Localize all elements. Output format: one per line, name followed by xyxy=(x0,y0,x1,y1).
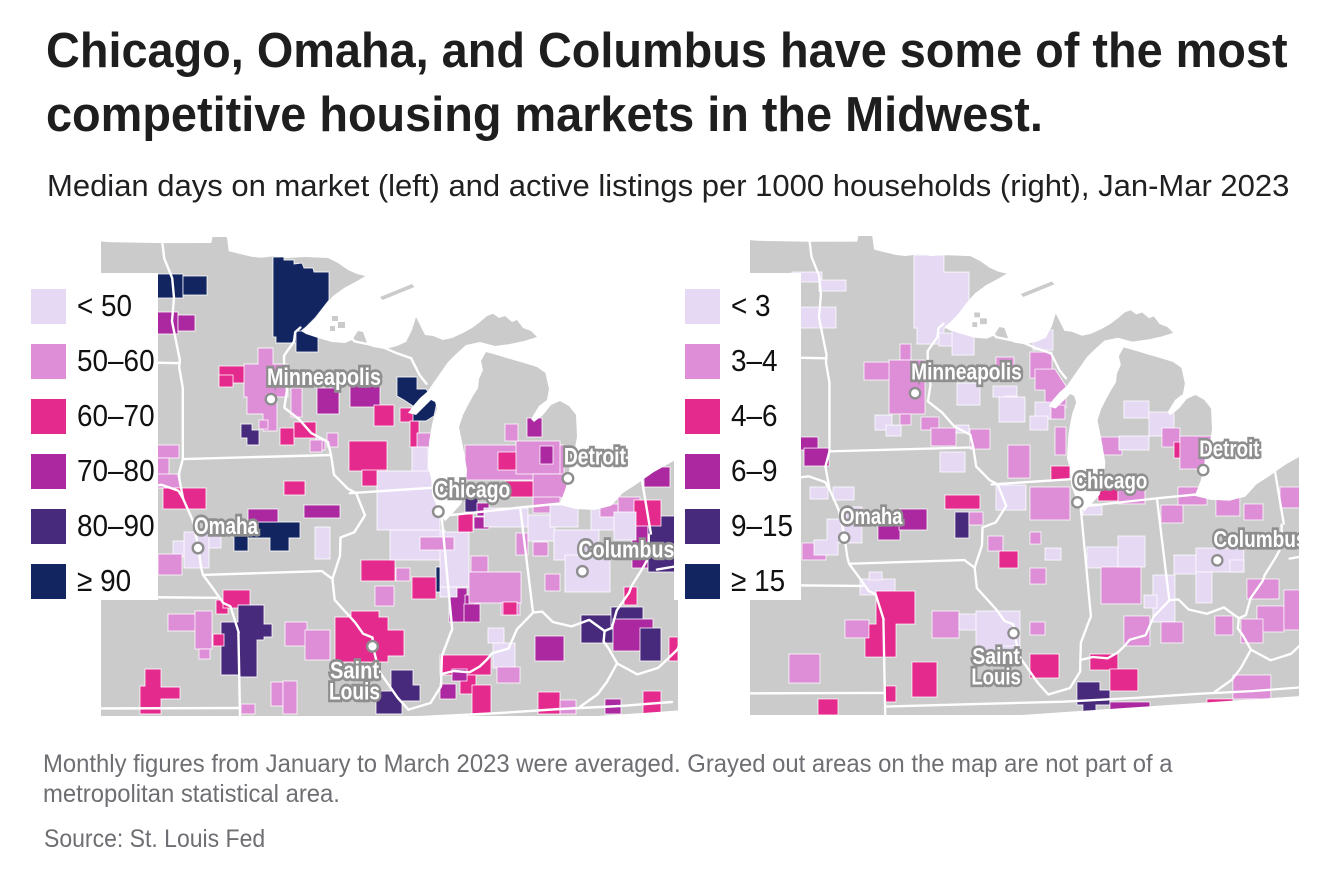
svg-text:Saint: Saint xyxy=(972,643,1020,669)
svg-text:Detroit: Detroit xyxy=(564,443,626,470)
svg-text:Minneapolis: Minneapolis xyxy=(267,364,381,391)
svg-text:Chicago: Chicago xyxy=(434,477,510,504)
svg-text:Chicago: Chicago xyxy=(1074,468,1148,494)
svg-text:Omaha: Omaha xyxy=(840,503,903,529)
svg-text:Saint: Saint xyxy=(330,657,379,684)
svg-text:Detroit: Detroit xyxy=(1199,436,1259,462)
svg-text:Columbus: Columbus xyxy=(578,536,674,563)
svg-text:Omaha: Omaha xyxy=(194,513,259,540)
svg-text:Minneapolis: Minneapolis xyxy=(911,359,1022,385)
svg-text:Louis: Louis xyxy=(971,664,1020,690)
svg-text:Columbus: Columbus xyxy=(1213,526,1299,552)
svg-text:Louis: Louis xyxy=(329,678,380,705)
